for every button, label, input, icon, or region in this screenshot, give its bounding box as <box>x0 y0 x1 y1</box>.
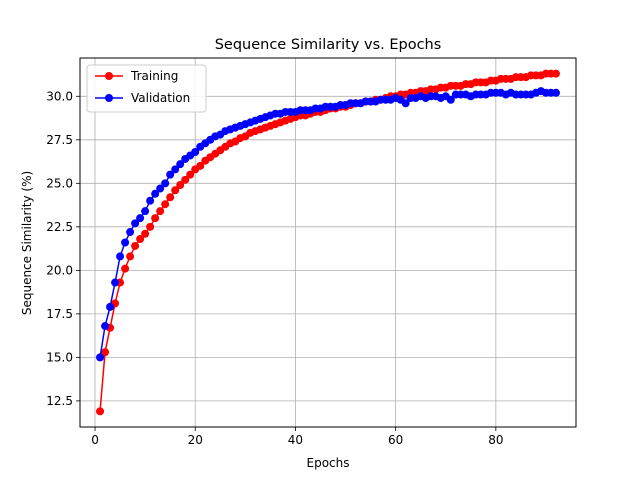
data-point-training <box>126 252 135 261</box>
data-point-validation <box>146 196 155 205</box>
data-point-training <box>136 235 145 244</box>
data-point-validation <box>116 252 125 261</box>
data-point-training <box>101 348 110 357</box>
series-validation <box>96 87 560 362</box>
data-point-validation <box>161 179 170 188</box>
data-point-validation <box>551 88 560 97</box>
y-tick-label: 27.5 <box>46 133 73 147</box>
data-point-validation <box>401 99 410 108</box>
data-point-validation <box>171 165 180 174</box>
data-point-validation <box>151 189 160 198</box>
data-point-validation <box>131 219 140 228</box>
legend-label-training: Training <box>130 69 178 83</box>
y-tick-label: 30.0 <box>46 89 73 103</box>
data-point-validation <box>176 160 185 169</box>
data-point-validation <box>126 228 135 237</box>
chart-title: Sequence Similarity vs. Epochs <box>215 37 442 53</box>
data-point-training <box>551 69 560 78</box>
grid-layer <box>80 58 576 427</box>
data-point-training <box>181 175 190 184</box>
data-point-training <box>156 207 165 216</box>
y-tick-label: 25.0 <box>46 176 73 190</box>
data-point-validation <box>121 238 130 247</box>
x-tick-label: 80 <box>488 433 503 447</box>
data-point-validation <box>106 302 115 311</box>
y-tick-label: 20.0 <box>46 263 73 277</box>
data-point-validation <box>141 207 150 216</box>
data-point-training <box>131 241 140 250</box>
data-point-training <box>141 229 150 238</box>
data-point-validation <box>191 147 200 156</box>
x-tick-label: 20 <box>188 433 203 447</box>
data-point-training <box>186 170 195 179</box>
data-point-validation <box>156 184 165 193</box>
data-point-training <box>166 193 175 202</box>
series-layer <box>96 69 560 416</box>
y-tick-label: 15.0 <box>46 350 73 364</box>
legend: Training Validation <box>86 64 207 113</box>
data-point-training <box>121 264 130 273</box>
data-point-validation <box>166 170 175 179</box>
data-point-validation <box>111 278 120 287</box>
data-point-training <box>96 407 105 416</box>
data-point-validation <box>96 353 105 362</box>
series-training <box>96 69 560 416</box>
data-point-validation <box>101 322 110 331</box>
plot-frame <box>79 57 577 428</box>
data-point-validation <box>136 214 145 223</box>
data-point-training <box>176 181 185 190</box>
legend-label-validation: Validation <box>131 91 190 105</box>
legend-marker-training <box>105 72 113 80</box>
x-tick-label: 60 <box>388 433 403 447</box>
series-line-validation <box>99 90 556 358</box>
x-axis-title: Epochs <box>307 456 350 470</box>
data-point-validation <box>446 95 455 104</box>
data-point-training <box>196 161 205 170</box>
data-point-training <box>146 222 155 231</box>
data-point-training <box>161 200 170 209</box>
y-tick-label: 17.5 <box>46 307 73 321</box>
ticks-layer: 0 20 40 60 80 12.5 15.0 17.5 20.0 22.5 25.0 27.5 30.… <box>46 89 503 447</box>
x-tick-label: 0 <box>91 433 99 447</box>
data-point-training <box>171 186 180 195</box>
x-tick-label: 40 <box>288 433 303 447</box>
y-tick-label: 22.5 <box>46 220 73 234</box>
y-axis-title: Sequence Similarity (%) <box>20 171 34 315</box>
data-point-training <box>151 214 160 223</box>
y-tick-label: 12.5 <box>46 394 73 408</box>
legend-marker-validation <box>105 94 113 102</box>
series-line-training <box>99 72 556 412</box>
